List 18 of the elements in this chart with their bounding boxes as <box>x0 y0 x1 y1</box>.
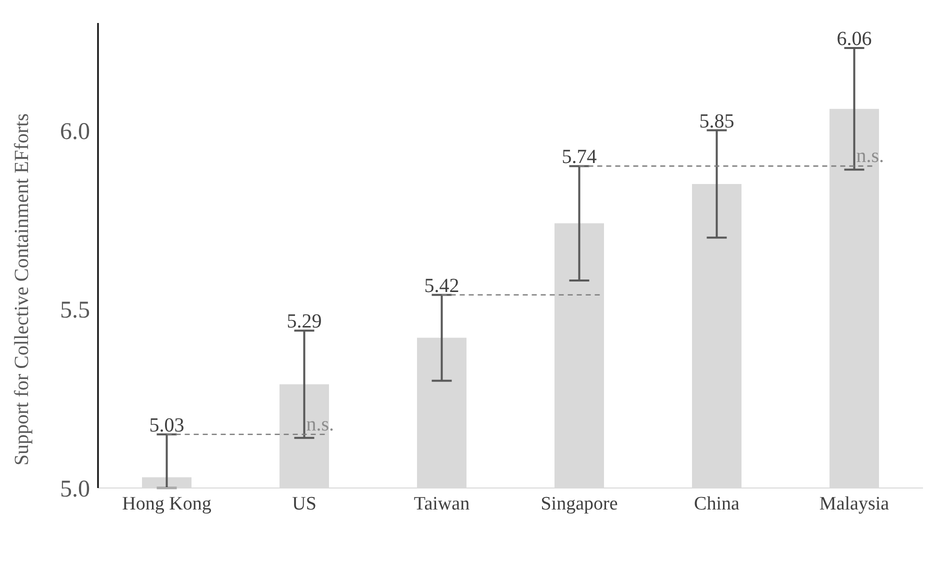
data-label: 5.74 <box>562 146 597 168</box>
y-tick-label: 6.0 <box>60 118 90 145</box>
annotation: n.s. <box>306 413 334 436</box>
annotation: n.s. <box>856 145 884 168</box>
x-tick-label: Malaysia <box>819 493 890 514</box>
data-label: 5.85 <box>699 110 734 132</box>
data-label: 6.06 <box>836 28 872 50</box>
x-tick-label: China <box>694 493 740 514</box>
x-tick-label: Hong Kong <box>122 493 212 514</box>
x-tick-label: Taiwan <box>414 493 470 514</box>
y-tick-label: 5.5 <box>60 298 90 324</box>
data-label: 5.42 <box>424 274 460 297</box>
y-axis-title: Support for Collective Containment EFforts <box>11 113 34 466</box>
data-label: 5.03 <box>149 414 184 436</box>
data-label: 5.29 <box>286 310 322 333</box>
x-tick-label: US <box>292 493 316 514</box>
y-tick-label: 5.0 <box>60 476 90 503</box>
x-tick-label: Singapore <box>540 493 618 514</box>
